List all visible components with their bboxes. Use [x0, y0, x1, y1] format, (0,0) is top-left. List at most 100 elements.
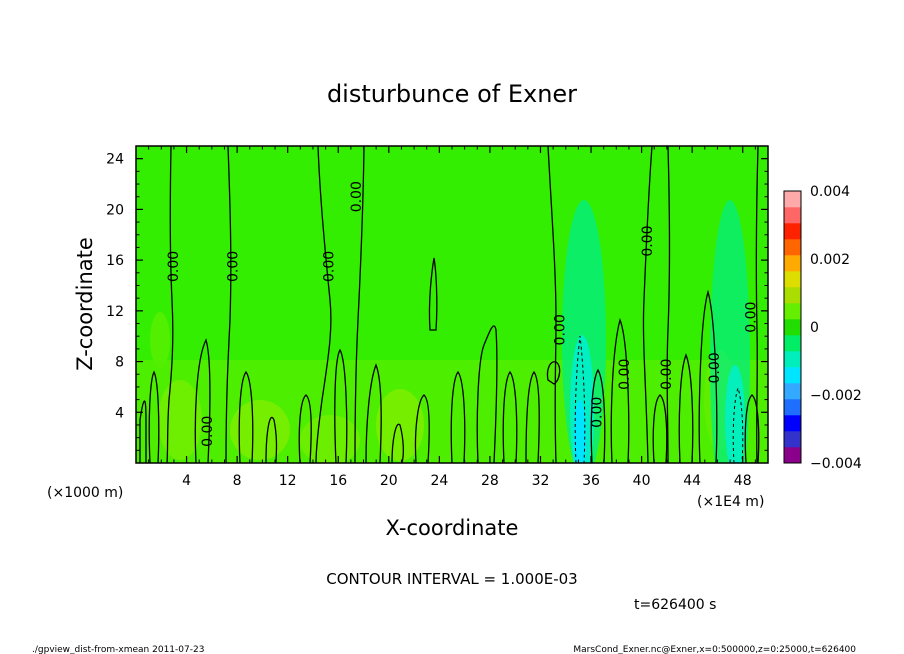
colorbar-swatch	[784, 351, 801, 368]
colorbar-swatch	[784, 335, 801, 352]
colorbar-swatch	[784, 255, 801, 272]
contour-line	[744, 394, 760, 463]
x-axis-label: X-coordinate	[386, 516, 519, 540]
x-tick-label: 40	[633, 473, 651, 489]
negative-contour-line	[574, 335, 586, 463]
contour-line	[755, 146, 759, 463]
colorbar-swatch	[784, 447, 801, 464]
y-tick-label: 8	[115, 355, 124, 371]
negative-contours	[574, 335, 744, 463]
contour-line	[590, 368, 606, 463]
contour-label: 0.00	[225, 251, 241, 282]
contour-line	[502, 370, 518, 463]
colorbar-tick-label: −0.004	[810, 456, 862, 472]
contour-label: 0.00	[707, 352, 723, 383]
contour-line	[148, 370, 160, 463]
contour-line	[225, 146, 232, 463]
contour-line	[642, 146, 653, 463]
x-tick-label: 8	[233, 473, 242, 489]
contour-label: 0.00	[659, 359, 675, 390]
contour-label: 0.00	[640, 226, 656, 257]
x-tick-label: 24	[430, 473, 448, 489]
contour-label: 0.00	[321, 251, 337, 282]
y-tick-label: 20	[106, 202, 124, 218]
time-label: t=626400 s	[634, 597, 716, 613]
contour-line	[334, 348, 348, 463]
contour-line	[698, 289, 718, 463]
negative-contour-line	[732, 386, 744, 463]
y-axis-label: Z-coordinate	[73, 237, 97, 371]
x-tick-label: 36	[582, 473, 600, 489]
colorbar-swatch	[784, 207, 801, 224]
colorbar-swatch	[784, 223, 801, 240]
colorbar-swatch	[784, 287, 801, 304]
contour-line	[354, 146, 365, 463]
colorbar-tick-label: 0.002	[810, 252, 850, 268]
colorbar-tick-label: 0.004	[810, 184, 850, 200]
x-unit-left: (×1000 m)	[47, 485, 123, 501]
contour-line	[139, 400, 147, 463]
chart-title: disturbunce of Exner	[327, 80, 577, 108]
colorbar-swatch	[784, 399, 801, 416]
colorbar-swatch	[784, 367, 801, 384]
contour-line	[678, 353, 694, 463]
field-patch	[300, 415, 360, 463]
negative-anomaly	[574, 400, 586, 463]
y-tick-label: 12	[106, 304, 124, 320]
contour-line	[652, 394, 668, 463]
contour-label: 0.00	[617, 359, 633, 390]
contour-line	[450, 370, 466, 463]
colorbar-swatch	[784, 319, 801, 336]
footer-right: MarsCond_Exner.nc@Exner,x=0:500000,z=0:2…	[573, 645, 856, 654]
x-tick-label: 20	[380, 473, 398, 489]
x-tick-label: 28	[481, 473, 499, 489]
contour-line	[414, 394, 430, 463]
contour-lines	[139, 146, 760, 463]
contour-line	[265, 416, 278, 463]
contour-line	[546, 361, 561, 385]
contour-label: 0.00	[589, 397, 605, 428]
contour-line	[315, 146, 332, 463]
colorbar-swatch	[784, 239, 801, 256]
contour-line	[194, 338, 211, 463]
contour-line	[428, 257, 438, 331]
contour-line	[666, 146, 671, 463]
y-tick-label: 24	[106, 152, 124, 168]
colorbar-swatch	[784, 303, 801, 320]
contour-label: 0.00	[744, 302, 760, 333]
field-layer	[136, 146, 768, 463]
x-tick-label: 32	[532, 473, 550, 489]
x-tick-label: 16	[329, 473, 347, 489]
x-tick-label: 44	[683, 473, 701, 489]
contour-line	[610, 317, 630, 463]
negative-anomaly	[725, 365, 745, 463]
contour-line	[525, 370, 540, 463]
contour-label: 0.00	[349, 181, 365, 212]
contour-line	[547, 146, 557, 463]
colorbar-tick-label: −0.002	[810, 388, 862, 404]
field-patch	[230, 400, 290, 460]
contour-line	[238, 370, 254, 463]
colorbar-swatch	[784, 431, 801, 448]
y-tick-label: 4	[115, 405, 124, 421]
y-axis: 4 8 12 16 20 24	[106, 152, 768, 451]
contour-line	[365, 363, 382, 463]
x-tick-label: 4	[182, 473, 191, 489]
colorbar: 0.004 0.002 0 −0.002 −0.004	[783, 184, 862, 472]
footer-left: ./gpview_dist-from-xmean 2011-07-23	[32, 645, 204, 654]
x-axis: 4 8 12 16 20 24 28 32 36 40 44 48	[148, 146, 756, 489]
colorbar-swatch	[784, 415, 801, 432]
colorbar-tick-label: 0	[810, 320, 819, 336]
x-unit-right: (×1E4 m)	[697, 494, 764, 510]
colorbar-frame	[783, 190, 802, 464]
x-tick-label: 12	[279, 473, 297, 489]
contour-line	[391, 423, 404, 463]
contour-interval: CONTOUR INTERVAL = 1.000E-03	[326, 570, 577, 588]
colorbar-swatch	[784, 191, 801, 208]
colorbar-swatch	[784, 271, 801, 288]
contour-line	[298, 394, 312, 463]
contour-label: 0.00	[166, 251, 182, 282]
contour-label: 0.00	[200, 416, 216, 447]
contour-label: 0.00	[553, 314, 569, 345]
x-tick-label: 48	[734, 473, 752, 489]
